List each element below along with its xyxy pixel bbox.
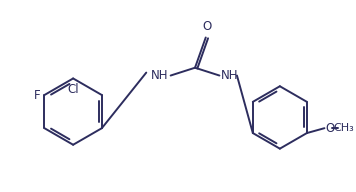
Text: F: F [34, 89, 41, 102]
Text: NH: NH [151, 69, 169, 82]
Text: O: O [325, 122, 335, 135]
Text: Cl: Cl [67, 83, 79, 96]
Text: NH: NH [220, 69, 238, 82]
Text: CH₃: CH₃ [333, 123, 354, 133]
Text: O: O [202, 20, 211, 33]
